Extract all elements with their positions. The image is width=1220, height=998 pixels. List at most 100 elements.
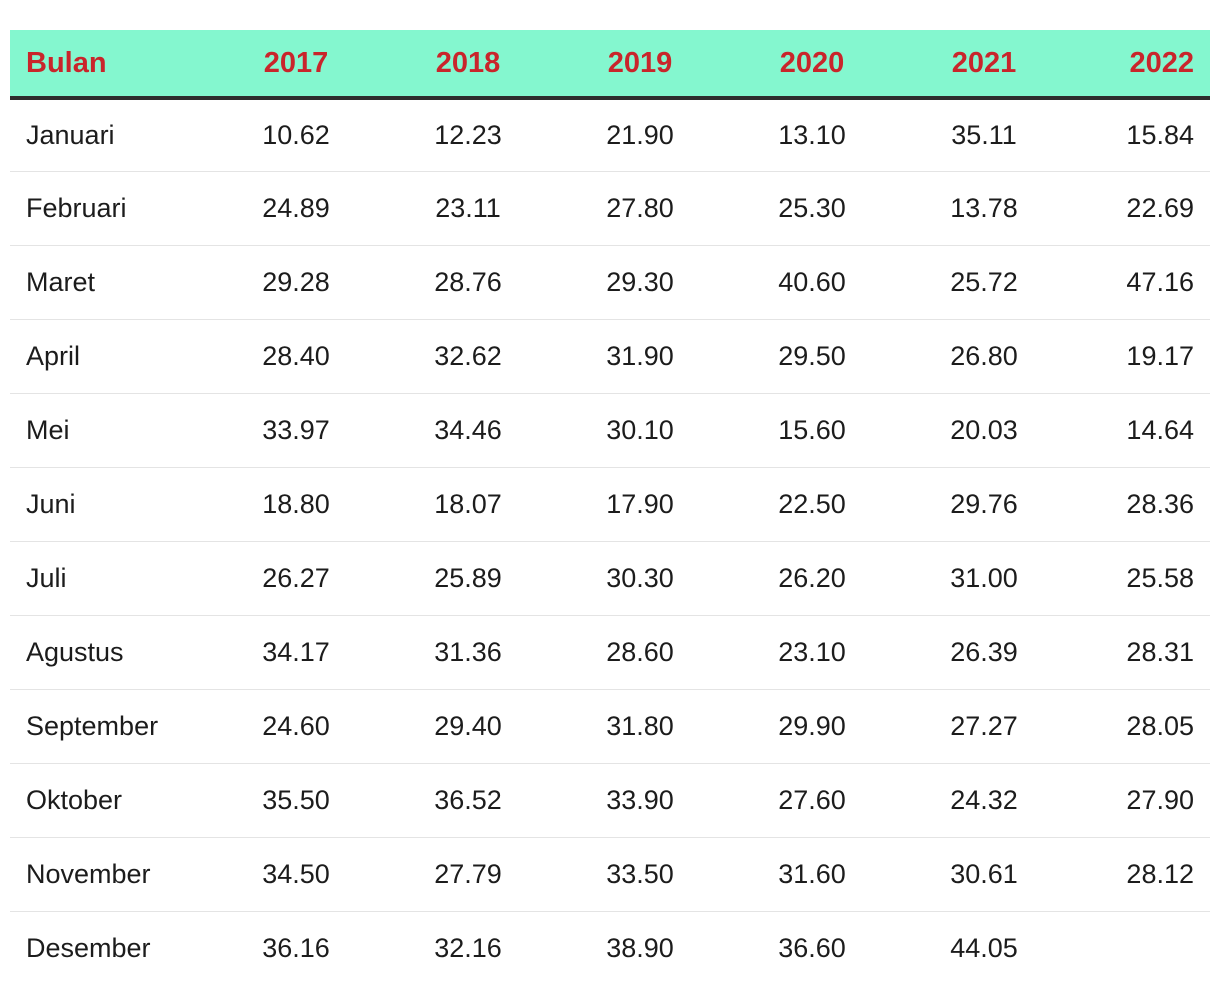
cell-value-2018: 18.07: [434, 488, 502, 519]
cell-value-2018: 27.79: [434, 858, 502, 889]
cell-value-2020: 40.60: [778, 266, 846, 297]
cell-value-2018: 23.11: [435, 192, 501, 223]
cell-value-2020: 15.60: [778, 414, 846, 445]
cell-value-2021: 35.11: [951, 119, 1017, 150]
cell-value-2021: 20.03: [950, 414, 1018, 445]
cell-value-2019: 31.90: [606, 340, 674, 371]
cell-value-2021: 27.27: [950, 710, 1018, 741]
cell-value-2019: 30.10: [606, 414, 674, 445]
cell-value-2017: 10.62: [262, 119, 330, 150]
cell-value-2018: 32.62: [434, 340, 502, 371]
cell-value-2022: 28.31: [1126, 636, 1194, 667]
cell-value-2020: 13.10: [778, 119, 846, 150]
table-row: Oktober 35.50 36.52 33.90 27.60 24.32 27.90: [10, 763, 1210, 837]
cell-value-2019: 28.60: [606, 636, 674, 667]
cell-month: Agustus: [26, 636, 124, 667]
cell-value-2019: 30.30: [606, 562, 674, 593]
table-header: Bulan 2017 2018 2019 2020 2021 2022: [10, 30, 1210, 100]
cell-value-2017: 33.97: [262, 414, 330, 445]
cell-value-2017: 28.40: [262, 340, 330, 371]
cell-month: Mei: [26, 414, 70, 445]
cell-month: April: [26, 340, 81, 371]
cell-value-2022: 14.64: [1126, 414, 1194, 445]
table-row: Agustus 34.17 31.36 28.60 23.10 26.39 28.31: [10, 615, 1210, 689]
cell-value-2019: 29.30: [606, 266, 674, 297]
header-2019: 2019: [554, 30, 726, 100]
cell-value-2020: 31.60: [778, 858, 846, 889]
cell-value-2022: 22.69: [1126, 192, 1194, 223]
cell-value-2021: 26.39: [950, 636, 1018, 667]
cell-month: Januari: [26, 119, 115, 150]
cell-value-2022: 27.90: [1126, 784, 1194, 815]
table-row: Desember 36.16 32.16 38.90 36.60 44.05: [10, 911, 1210, 985]
cell-value-2022: 28.36: [1126, 488, 1194, 519]
cell-value-2019: 27.80: [606, 192, 674, 223]
table-row: April 28.40 32.62 31.90 29.50 26.80 19.17: [10, 319, 1210, 393]
cell-value-2017: 24.89: [262, 192, 330, 223]
cell-value-2021: 30.61: [950, 858, 1018, 889]
cell-month: Juli: [26, 562, 67, 593]
table-row: Juli 26.27 25.89 30.30 26.20 31.00 25.58: [10, 541, 1210, 615]
cell-value-2021: 26.80: [950, 340, 1018, 371]
cell-value-2018: 28.76: [434, 266, 502, 297]
cell-value-2018: 34.46: [434, 414, 502, 445]
cell-value-2022: 28.05: [1126, 710, 1194, 741]
cell-month: Oktober: [26, 784, 123, 815]
cell-value-2019: 33.90: [606, 784, 674, 815]
header-row: Bulan 2017 2018 2019 2020 2021 2022: [10, 30, 1210, 100]
table-row: September 24.60 29.40 31.80 29.90 27.27 28.05: [10, 689, 1210, 763]
header-2017: 2017: [210, 30, 382, 100]
table-row: November 34.50 27.79 33.50 31.60 30.61 28.12: [10, 837, 1210, 911]
cell-value-2021: 29.76: [950, 488, 1018, 519]
cell-month: Maret: [26, 266, 96, 297]
cell-value-2017: 29.28: [262, 266, 330, 297]
cell-value-2020: 22.50: [778, 488, 846, 519]
cell-value-2020: 26.20: [778, 562, 846, 593]
table-row: Mei 33.97 34.46 30.10 15.60 20.03 14.64: [10, 393, 1210, 467]
header-2022: 2022: [1070, 30, 1210, 100]
cell-value-2020: 25.30: [778, 192, 846, 223]
cell-month: Juni: [26, 488, 76, 519]
cell-month: Februari: [26, 192, 127, 223]
header-2020: 2020: [726, 30, 898, 100]
cell-month: Desember: [26, 932, 151, 963]
cell-value-2019: 17.90: [606, 488, 674, 519]
cell-value-2018: 25.89: [434, 562, 502, 593]
cell-value-2022: [1070, 911, 1210, 985]
cell-value-2017: 34.17: [262, 636, 330, 667]
cell-value-2017: 36.16: [262, 932, 330, 963]
cell-value-2021: 24.32: [950, 784, 1018, 815]
cell-value-2019: 33.50: [606, 858, 674, 889]
cell-value-2022: 28.12: [1126, 858, 1194, 889]
cell-value-2020: 27.60: [778, 784, 846, 815]
cell-value-2021: 31.00: [950, 562, 1018, 593]
cell-value-2020: 36.60: [778, 932, 846, 963]
cell-value-2022: 47.16: [1126, 266, 1194, 297]
cell-value-2019: 21.90: [606, 119, 674, 150]
table-row: Maret 29.28 28.76 29.30 40.60 25.72 47.16: [10, 245, 1210, 319]
cell-value-2018: 12.23: [434, 119, 502, 150]
cell-value-2022: 19.17: [1126, 340, 1194, 371]
data-table-container: Bulan 2017 2018 2019 2020 2021 2022 Janu…: [10, 30, 1210, 985]
table-row: Juni 18.80 18.07 17.90 22.50 29.76 28.36: [10, 467, 1210, 541]
cell-value-2017: 34.50: [262, 858, 330, 889]
cell-value-2021: 44.05: [950, 932, 1018, 963]
cell-value-2018: 29.40: [434, 710, 502, 741]
cell-value-2017: 24.60: [262, 710, 330, 741]
header-2021: 2021: [898, 30, 1070, 100]
cell-value-2020: 29.90: [778, 710, 846, 741]
cell-value-2021: 13.78: [950, 192, 1018, 223]
table-row: Februari 24.89 23.11 27.80 25.30 13.78 22.69: [10, 171, 1210, 245]
cell-value-2017: 18.80: [262, 488, 330, 519]
table-body: Januari 10.62 12.23 21.90 13.10 35.11 15.84 Feb…: [10, 98, 1210, 985]
cell-value-2017: 35.50: [262, 784, 330, 815]
cell-value-2022: 25.58: [1126, 562, 1194, 593]
header-2018: 2018: [382, 30, 554, 100]
cell-value-2017: 26.27: [262, 562, 330, 593]
cell-value-2019: 31.80: [606, 710, 674, 741]
cell-value-2020: 29.50: [778, 340, 846, 371]
cell-value-2022: 15.84: [1126, 119, 1194, 150]
table-row: Januari 10.62 12.23 21.90 13.10 35.11 15.84: [10, 98, 1210, 171]
cell-value-2019: 38.90: [606, 932, 674, 963]
cell-value-2018: 31.36: [434, 636, 502, 667]
